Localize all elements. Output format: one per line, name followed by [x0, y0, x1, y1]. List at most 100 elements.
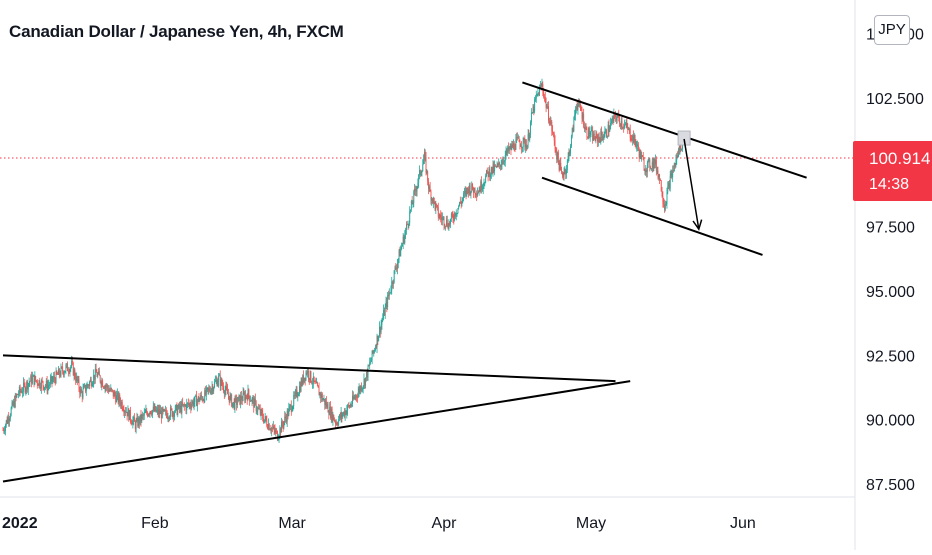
candle-body	[326, 404, 328, 407]
candle-body	[49, 384, 50, 386]
candle-body	[269, 429, 271, 431]
candle-body	[500, 164, 502, 168]
candle-body	[676, 155, 678, 161]
candle-body	[468, 185, 470, 194]
candle-body	[491, 166, 493, 173]
candle-body	[369, 362, 371, 366]
candle-body	[19, 387, 21, 392]
candle-body	[388, 295, 389, 296]
candle-body	[149, 411, 151, 415]
candle-body	[115, 395, 117, 403]
candle-body	[431, 198, 433, 201]
candle-body	[651, 161, 653, 169]
candle-body	[308, 378, 310, 380]
anchor-marker[interactable]	[677, 130, 691, 146]
candle-body	[6, 420, 8, 424]
candle-body	[184, 405, 186, 407]
candle-body	[557, 152, 559, 162]
candle-body	[64, 371, 66, 373]
candle-body	[234, 397, 236, 409]
candle-body	[474, 187, 476, 194]
candle-body	[281, 421, 283, 426]
trend-line[interactable]	[2, 354, 616, 383]
candle-body	[121, 401, 123, 410]
candle-body	[383, 309, 385, 316]
candle-body	[73, 370, 75, 376]
bar-countdown: 14:38	[869, 176, 910, 193]
candle-body	[457, 208, 459, 214]
candle-body	[76, 376, 77, 382]
price-tick-label: 90.000	[866, 413, 915, 430]
candle-body	[89, 379, 91, 382]
candle-body	[125, 411, 127, 413]
candle-body	[586, 128, 588, 137]
candle-body	[677, 149, 679, 158]
candle-body	[93, 374, 95, 383]
candle-body	[59, 374, 61, 376]
candle-body	[593, 133, 595, 140]
candle-body	[633, 134, 635, 143]
candle-body	[437, 207, 439, 217]
candle-body	[384, 306, 386, 316]
candle-body	[321, 394, 322, 398]
candle-body	[441, 217, 442, 221]
candle-body	[353, 397, 355, 399]
trend-line[interactable]	[522, 81, 807, 179]
candle-body	[480, 181, 482, 192]
candle-body	[493, 164, 495, 172]
candle-body	[90, 379, 92, 387]
candle-body	[51, 376, 53, 382]
candle-body	[37, 384, 39, 386]
candle-body	[276, 430, 278, 432]
candle-body	[22, 391, 24, 393]
candle-body	[472, 189, 474, 193]
candle-body	[675, 160, 677, 166]
projection-arrow[interactable]	[683, 138, 700, 230]
candle-body	[78, 379, 80, 389]
candle-body	[103, 386, 104, 388]
candle-body	[538, 92, 540, 96]
candle-body	[432, 198, 434, 204]
candle-body	[27, 383, 29, 390]
candle-body	[465, 190, 467, 195]
candle-body	[421, 171, 423, 173]
candle-body	[575, 109, 576, 116]
candle-body	[419, 170, 421, 175]
candle-body	[542, 83, 544, 91]
candle-body	[167, 417, 169, 419]
trend-line[interactable]	[2, 380, 631, 483]
candle-body	[469, 185, 471, 195]
trend-line[interactable]	[541, 176, 763, 256]
candle-body	[87, 384, 89, 386]
candle-body	[417, 182, 419, 187]
candle-body	[528, 134, 530, 140]
candle-body	[368, 365, 370, 367]
candle-body	[600, 131, 602, 143]
candle-body	[677, 155, 679, 158]
candle-body	[393, 270, 395, 283]
candle-body	[98, 371, 100, 376]
candle-body	[168, 417, 170, 419]
candle-body	[649, 159, 651, 168]
candle-body	[361, 385, 362, 391]
candle-body	[156, 408, 158, 411]
candle-body	[598, 136, 600, 139]
candle-body	[526, 144, 527, 150]
candle-body	[565, 169, 567, 174]
candle-body	[580, 108, 582, 111]
candle-body	[159, 409, 161, 415]
candle-body	[213, 387, 215, 392]
price-tick-label: 97.500	[866, 220, 915, 237]
candle-body	[670, 173, 672, 176]
candle-body	[16, 394, 18, 397]
candle-body	[400, 248, 402, 257]
candle-body	[363, 378, 365, 386]
candle-body	[197, 396, 199, 401]
candle-body	[126, 411, 128, 417]
candle-body	[524, 139, 526, 148]
candle-body	[106, 385, 108, 387]
candle-body	[543, 90, 545, 97]
candle-body	[139, 414, 141, 424]
candle-body	[72, 362, 74, 376]
currency-selector[interactable]: JPY	[874, 15, 910, 45]
